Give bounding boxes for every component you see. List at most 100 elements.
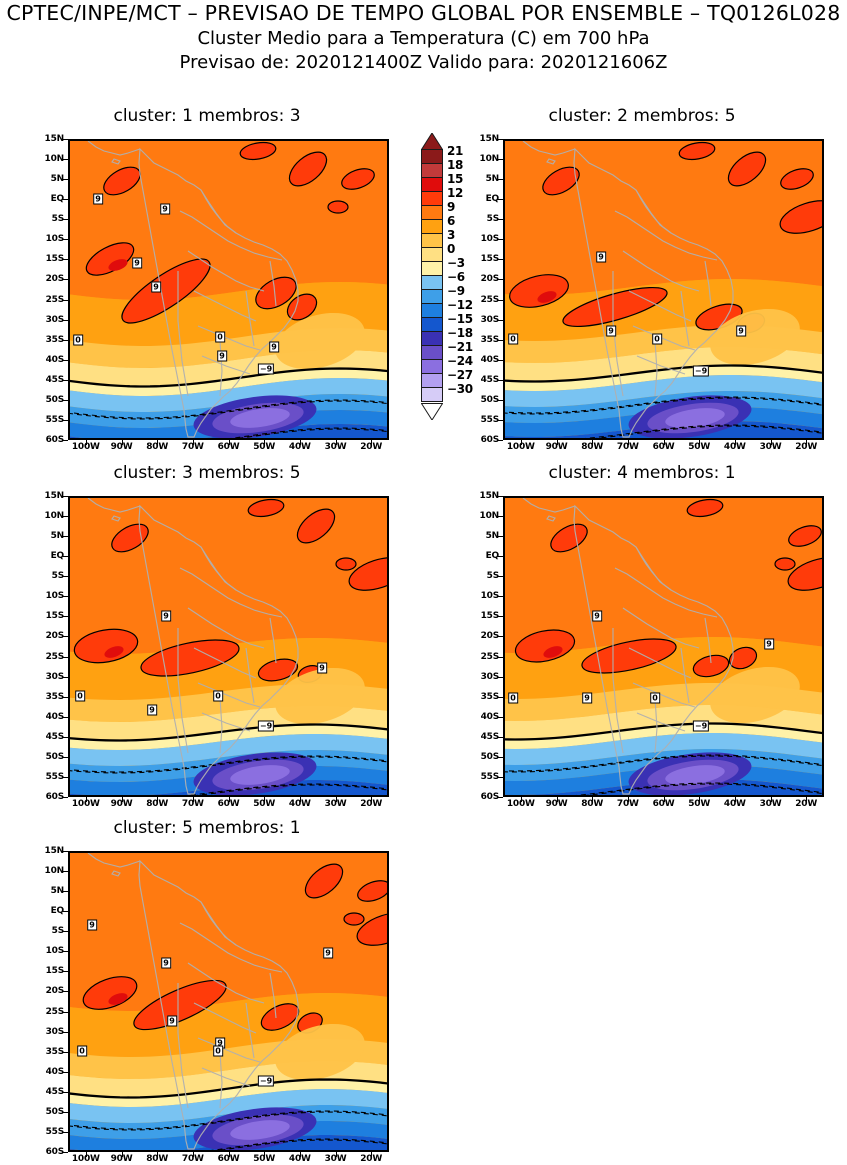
y-axis-tick: [63, 379, 68, 381]
x-axis-tick: [520, 797, 522, 802]
plot-area[interactable]: 9 9 9 0 0 −9 15N 10N 5N EQ 5S 10S 15S 20S 25S 30S 35S 40S…: [45, 491, 389, 809]
chart-heading: CPTEC/INPE/MCT – PREVISAO DE TEMPO GLOBA…: [0, 0, 847, 72]
title-line-model: CPTEC/INPE/MCT – PREVISAO DE TEMPO GLOBA…: [6, 1, 841, 25]
y-axis-tick-label: 5N: [485, 531, 500, 542]
y-axis-tick: [63, 951, 68, 953]
contour-label: 0: [73, 334, 83, 346]
y-axis-tick: [63, 1111, 68, 1113]
y-axis-tick: [498, 379, 503, 381]
y-axis-tick: [498, 139, 503, 140]
x-axis-tick: [734, 797, 736, 802]
x-axis-tick-label: 40W: [723, 442, 746, 452]
contour-label: 0: [213, 1045, 223, 1057]
x-axis-tick: [121, 1152, 123, 1157]
colorbar-tick-label: −27: [447, 368, 473, 382]
panel-title: cluster: 1 membros: 3: [113, 106, 301, 126]
y-axis-tick: [63, 179, 68, 181]
colorbar-swatch: [421, 149, 443, 164]
y-axis-tick: [63, 911, 68, 913]
y-axis-tick-label: 15N: [479, 134, 500, 144]
y-axis-tick-label: 5S: [51, 926, 65, 937]
plot-area[interactable]: 9 9 9 0 0 −9 15N 10N 5N EQ 5S 10S 15S 20S 25S 30S 35S 40S…: [480, 134, 824, 452]
y-axis-tick-label: 15S: [45, 966, 65, 977]
plot-area[interactable]: 9 9 9 0 0 −9 15N 10N 5N EQ 5S 10S 15S 20S 25S 30S 35S 40S…: [480, 491, 824, 809]
y-axis-tick: [498, 359, 503, 361]
x-axis-tick: [85, 1152, 87, 1157]
colorbar-swatch: [421, 387, 443, 402]
x-axis-tick-label: 50W: [253, 799, 276, 809]
colorbar-tick-label: −6: [447, 270, 465, 284]
y-axis-tick: [498, 516, 503, 518]
map-canvas[interactable]: 9 9 9 0 0 −9: [503, 139, 824, 440]
contour-label: 0: [508, 333, 518, 345]
y-axis-tick-label: 10S: [480, 591, 500, 602]
y-axis-tick: [498, 576, 503, 578]
x-axis-tick: [592, 797, 594, 802]
map-canvas[interactable]: 9 9 9 0 0 −9: [68, 496, 389, 797]
x-axis-tick: [592, 440, 594, 445]
y-axis-tick-label: 15S: [45, 611, 65, 622]
y-axis-tick: [63, 1091, 68, 1093]
x-axis-tick: [121, 797, 123, 802]
contour-label: 0: [508, 692, 518, 704]
x-axis-tick-label: 90W: [545, 442, 568, 452]
y-axis-tick-label: 30S: [480, 314, 500, 325]
y-axis-tick-label: 45S: [480, 374, 500, 385]
x-axis-tick: [371, 1152, 373, 1157]
x-axis-tick: [734, 440, 736, 445]
y-axis-tick: [63, 596, 68, 598]
contour-label: 9: [161, 610, 171, 622]
y-axis-tick: [498, 696, 503, 698]
contour-label: 0: [75, 690, 85, 702]
colorbar-swatch: [421, 359, 443, 374]
contour-label: 0: [213, 690, 223, 702]
y-axis-tick: [63, 319, 68, 321]
colorbar-tick-label: −12: [447, 298, 473, 312]
y-axis-tick-label: 20S: [45, 274, 65, 285]
y-axis-tick-label: 35S: [45, 1046, 65, 1057]
map-canvas[interactable]: 9 9 9 9 9 9 0 0 −9: [68, 139, 389, 440]
y-axis-tick-label: 15N: [44, 491, 65, 501]
cluster-panel-1: cluster: 1 membros: 3 9 9 9 9 9 9 0 0 −9 15N 10N 5N E…: [21, 108, 393, 453]
x-axis-tick-label: 50W: [688, 442, 711, 452]
y-axis-tick-label: 55S: [45, 1126, 65, 1137]
cluster-panel-3: cluster: 3 membros: 5 9 9 9 0 0 −9 15N 10N 5N EQ 5S…: [21, 465, 393, 810]
y-axis-tick: [498, 616, 503, 618]
y-axis-tick-label: 25S: [45, 1006, 65, 1017]
contour-label: 9: [582, 692, 592, 704]
y-axis-tick-label: EQ: [485, 194, 500, 205]
panel-title: cluster: 3 membros: 5: [113, 463, 301, 483]
panel-title: cluster: 4 membros: 1: [548, 463, 736, 483]
y-axis-tick: [63, 1131, 68, 1133]
contour-label: 9: [317, 662, 327, 674]
plot-area[interactable]: 9 9 9 9 9 9 0 0 −9 15N 10N 5N EQ 5S 10S 15S 20S 25S 30S 35S…: [45, 134, 389, 452]
y-axis-tick-label: EQ: [50, 906, 65, 917]
y-axis-tick-label: 50S: [45, 751, 65, 762]
x-axis-tick: [806, 440, 808, 445]
colorbar-swatch: [421, 247, 443, 262]
y-axis-tick: [63, 199, 68, 201]
colorbar-tick-label: 9: [447, 200, 456, 214]
x-axis-tick-label: 30W: [759, 799, 782, 809]
plot-area[interactable]: 9 9 9 9 9 0 0 −9 15N 10N 5N EQ 5S 10S 15S 20S 25S 30S 35S 4…: [45, 846, 389, 1164]
x-axis-tick-label: 80W: [146, 799, 169, 809]
contour-label: 0: [652, 333, 662, 345]
y-axis-tick-label: 50S: [45, 1106, 65, 1117]
colorbar-swatches: [421, 149, 443, 402]
y-axis-tick-label: 40S: [480, 711, 500, 722]
y-axis-tick: [63, 616, 68, 618]
x-axis-tick: [335, 797, 337, 802]
map-canvas[interactable]: 9 9 9 0 0 −9: [503, 496, 824, 797]
y-axis-tick: [63, 971, 68, 973]
colorbar-tick-label: 6: [447, 214, 456, 228]
contour-label: 9: [736, 325, 746, 337]
y-axis-tick-label: 10S: [45, 234, 65, 245]
x-axis-tick: [157, 797, 159, 802]
x-axis-tick-label: 100W: [71, 442, 100, 452]
contour-label: 9: [764, 638, 774, 650]
contour-label: 9: [606, 325, 616, 337]
map-canvas[interactable]: 9 9 9 9 9 0 0 −9: [68, 851, 389, 1152]
colorbar-swatch: [421, 289, 443, 304]
y-axis-tick-label: 25S: [45, 651, 65, 662]
y-axis-tick: [63, 1011, 68, 1013]
